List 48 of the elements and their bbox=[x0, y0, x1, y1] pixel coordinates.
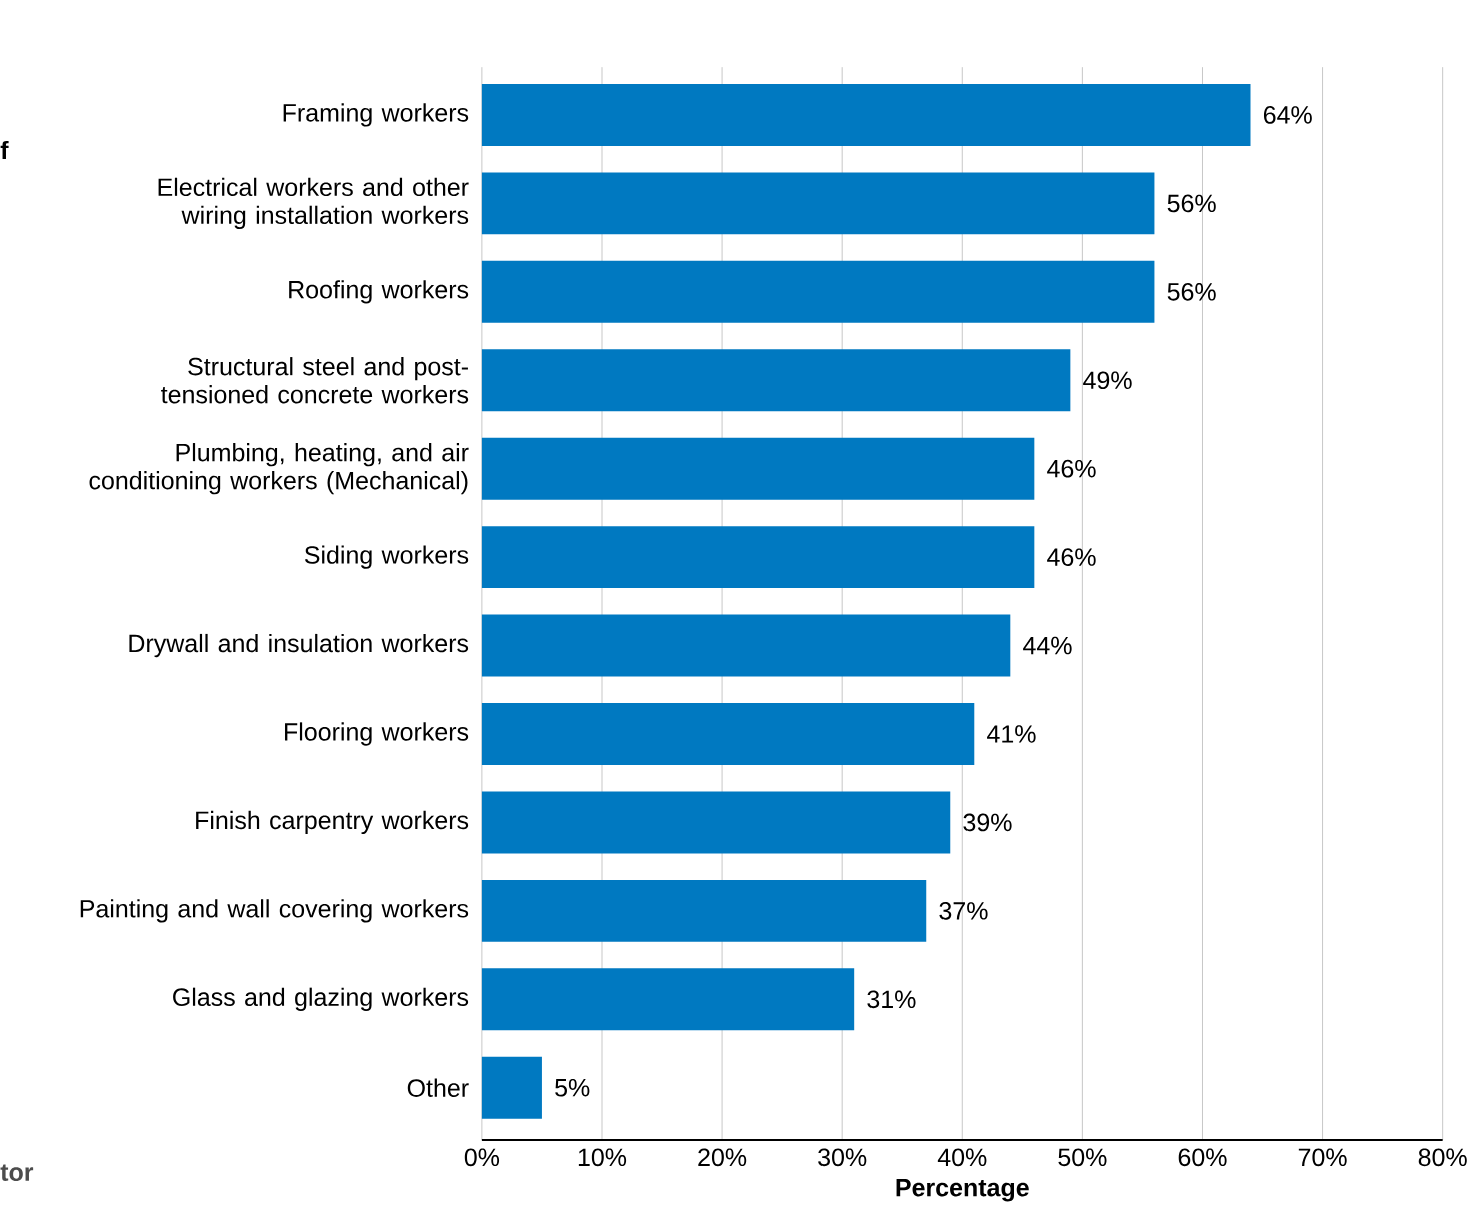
y-tick-label: Finish carpentry workers bbox=[196, 810, 469, 835]
bar bbox=[481, 84, 1251, 146]
bar bbox=[481, 172, 1155, 235]
x-tick-label: 10% bbox=[578, 1148, 627, 1167]
data-label: 56% bbox=[1167, 194, 1216, 213]
x-tick-label: 40% bbox=[937, 1148, 987, 1167]
y-tick-label: Glass and glazing workers bbox=[173, 987, 469, 1012]
data-label: 39% bbox=[963, 813, 1012, 832]
x-tick-label: 80% bbox=[1418, 1148, 1467, 1167]
bar bbox=[481, 791, 951, 854]
bar bbox=[481, 879, 927, 942]
y-tick-label: Painting and wall covering workers bbox=[80, 899, 469, 923]
y-tick-label: Other bbox=[407, 1078, 469, 1097]
y-tick-label: Structural steel and post-tensioned concrete workers bbox=[161, 357, 469, 404]
bar bbox=[481, 260, 1155, 323]
data-label: 37% bbox=[939, 902, 988, 920]
x-tick-label: 60% bbox=[1178, 1148, 1227, 1167]
data-label: 46% bbox=[1047, 459, 1096, 478]
x-axis-title: Percentage bbox=[896, 1179, 1029, 1202]
bar bbox=[481, 1056, 542, 1119]
x-tick-label: 50% bbox=[1058, 1148, 1107, 1167]
data-label: 64% bbox=[1263, 106, 1312, 124]
bar bbox=[481, 437, 1035, 500]
y-tick-label: Plumbing, heating, and air conditioning workers (Mechanical) bbox=[89, 443, 469, 495]
data-label: 49% bbox=[1083, 371, 1132, 390]
x-tick-label: 20% bbox=[698, 1148, 747, 1167]
data-label: 46% bbox=[1047, 548, 1096, 567]
data-label: 56% bbox=[1167, 283, 1216, 301]
bar bbox=[481, 968, 855, 1031]
x-tick-label: 70% bbox=[1298, 1148, 1347, 1167]
y-tick-label: Roofing workers bbox=[289, 280, 469, 304]
bar bbox=[481, 614, 1011, 677]
y-tick-label: Electrical workers and other wiring installation workers bbox=[158, 177, 469, 230]
bar bbox=[481, 703, 975, 766]
y-tick-label: Drywall and insulation workers bbox=[129, 633, 469, 658]
bar bbox=[481, 349, 1071, 412]
data-label: 5% bbox=[555, 1079, 590, 1097]
y-tick-label: Siding workers bbox=[304, 545, 469, 569]
text: tor bbox=[0, 1164, 34, 1182]
data-label: 41% bbox=[987, 725, 1036, 743]
bar bbox=[481, 526, 1035, 589]
x-tick-label: 30% bbox=[818, 1148, 867, 1167]
text: f bbox=[0, 140, 9, 160]
y-tick-label: Framing workers bbox=[283, 103, 469, 127]
x-tick-label: 0% bbox=[464, 1148, 500, 1167]
data-label: 44% bbox=[1023, 636, 1072, 655]
data-label: 31% bbox=[867, 990, 916, 1009]
y-tick-label: Flooring workers bbox=[285, 722, 469, 746]
